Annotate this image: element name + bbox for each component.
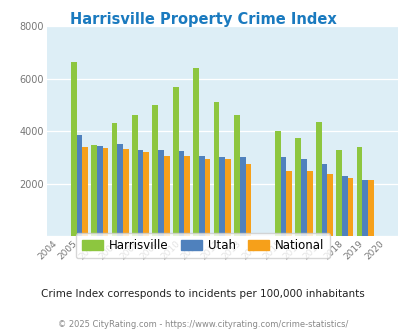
Text: Crime Index corresponds to incidents per 100,000 inhabitants: Crime Index corresponds to incidents per… xyxy=(41,289,364,299)
Bar xyxy=(321,164,326,236)
Text: Harrisville Property Crime Index: Harrisville Property Crime Index xyxy=(69,12,336,26)
Bar xyxy=(158,150,164,236)
Bar xyxy=(143,152,149,236)
Bar xyxy=(219,157,225,236)
Bar xyxy=(70,62,76,236)
Bar xyxy=(306,171,312,236)
Bar xyxy=(367,180,373,236)
Bar xyxy=(178,151,184,236)
Bar xyxy=(274,131,280,236)
Bar xyxy=(184,156,190,236)
Bar xyxy=(234,115,239,236)
Bar xyxy=(164,156,169,236)
Bar xyxy=(97,146,102,236)
Bar xyxy=(326,174,332,236)
Bar xyxy=(137,149,143,236)
Bar xyxy=(347,178,352,236)
Bar xyxy=(173,87,178,236)
Bar xyxy=(280,157,286,236)
Bar xyxy=(213,102,219,236)
Bar xyxy=(341,176,347,236)
Bar xyxy=(82,147,88,236)
Bar xyxy=(356,147,361,236)
Bar xyxy=(361,180,367,236)
Bar xyxy=(102,148,108,236)
Bar xyxy=(295,138,301,236)
Bar xyxy=(286,171,291,236)
Text: © 2025 CityRating.com - https://www.cityrating.com/crime-statistics/: © 2025 CityRating.com - https://www.city… xyxy=(58,320,347,329)
Bar xyxy=(245,164,251,236)
Bar xyxy=(123,149,128,236)
Bar xyxy=(111,122,117,236)
Legend: Harrisville, Utah, National: Harrisville, Utah, National xyxy=(76,233,329,258)
Bar xyxy=(204,159,210,236)
Bar xyxy=(193,68,198,236)
Bar xyxy=(301,159,306,236)
Bar xyxy=(91,145,97,236)
Bar xyxy=(117,144,123,236)
Bar xyxy=(198,156,204,236)
Bar xyxy=(315,122,321,236)
Bar xyxy=(335,149,341,236)
Bar xyxy=(76,135,82,236)
Bar xyxy=(239,157,245,236)
Bar xyxy=(132,115,137,236)
Bar xyxy=(225,159,230,236)
Bar xyxy=(152,105,158,236)
